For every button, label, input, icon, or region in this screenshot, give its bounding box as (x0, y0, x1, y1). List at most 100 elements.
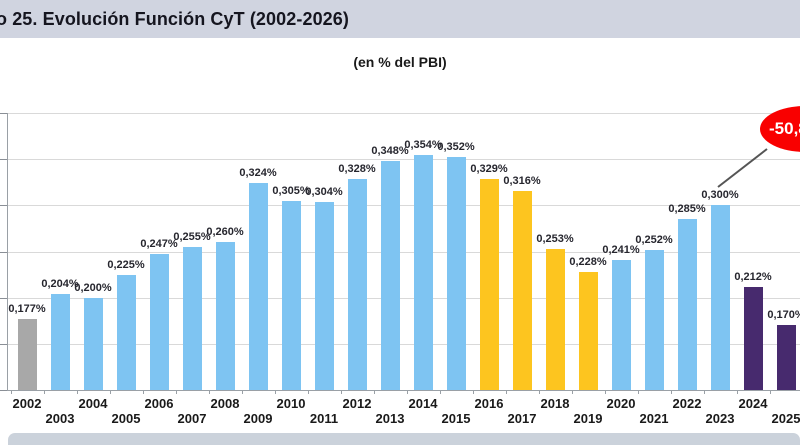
x-axis-label-2006: 2006 (144, 396, 174, 411)
x-axis-label-2009: 2009 (243, 411, 273, 426)
y-axis-tick (0, 298, 7, 299)
x-axis-label-2004: 2004 (78, 396, 108, 411)
y-axis-tick (0, 344, 7, 345)
x-axis-label-2003: 2003 (45, 411, 75, 426)
x-axis-tick (439, 390, 441, 394)
gridline (7, 205, 800, 206)
x-axis-tick (340, 390, 342, 394)
bar-2004 (83, 298, 103, 390)
bar-value-label: 0,247% (140, 238, 178, 250)
bar-value-label: 0,200% (74, 282, 112, 294)
x-axis-label-2011: 2011 (309, 411, 339, 426)
bar-value-label: 0,225% (107, 259, 145, 271)
x-axis-label-2018: 2018 (540, 396, 570, 411)
x-axis-tick (505, 390, 507, 394)
annotation-text: -50,8 (769, 119, 800, 138)
figure-title-bar: o 25. Evolución Función CyT (2002-2026) (0, 0, 800, 38)
x-axis-label-2007: 2007 (177, 411, 207, 426)
gridline (7, 298, 800, 299)
x-axis-label-2022: 2022 (672, 396, 702, 411)
chart-subtitle: (en % del PBI) (353, 54, 447, 70)
bar-value-label: 0,260% (206, 226, 244, 238)
x-axis-label-2002: 2002 (12, 396, 42, 411)
bar-2015 (446, 157, 466, 390)
x-axis-tick (637, 390, 639, 394)
bar-value-label: 0,316% (503, 175, 541, 187)
x-axis-tick (769, 390, 771, 394)
x-axis-label-2014: 2014 (408, 396, 438, 411)
bar-2007 (182, 247, 202, 390)
bar-value-label: 0,329% (470, 163, 508, 175)
bar-2022 (677, 219, 697, 390)
bar-2019 (578, 272, 598, 390)
bar-2006 (149, 254, 169, 390)
bar-value-label: 0,253% (536, 233, 574, 245)
x-axis-tick (76, 390, 78, 394)
x-axis-tick (175, 390, 177, 394)
y-axis-line (7, 113, 8, 390)
x-axis-tick (274, 390, 276, 394)
bar-2021 (644, 250, 664, 390)
x-axis-tick (604, 390, 606, 394)
bar-2005 (116, 275, 136, 390)
bar-2009 (248, 183, 268, 390)
bar-2024 (743, 287, 763, 390)
x-axis-tick (10, 390, 12, 394)
x-axis-label-2010: 2010 (276, 396, 306, 411)
x-axis-label-2023: 2023 (705, 411, 735, 426)
bar-value-label: 0,204% (41, 278, 79, 290)
bar-value-label: 0,241% (602, 244, 640, 256)
bar-value-label: 0,352% (437, 141, 475, 153)
x-axis-line (7, 390, 800, 391)
x-axis-tick (472, 390, 474, 394)
bar-2025 (776, 325, 796, 390)
bar-value-label: 0,324% (239, 167, 277, 179)
x-axis-tick (703, 390, 705, 394)
x-axis-label-2012: 2012 (342, 396, 372, 411)
gridline (7, 344, 800, 345)
x-axis-tick (241, 390, 243, 394)
x-axis-label-2025: 2025 (771, 411, 800, 426)
bar-2020 (611, 260, 631, 390)
y-axis-tick (0, 252, 7, 253)
bar-2002 (17, 319, 37, 390)
bar-2013 (380, 161, 400, 390)
bar-value-label: 0,354% (404, 139, 442, 151)
bar-value-label: 0,255% (173, 231, 211, 243)
x-axis-label-2024: 2024 (738, 396, 768, 411)
x-axis-tick (109, 390, 111, 394)
x-axis-tick (43, 390, 45, 394)
x-axis-tick (373, 390, 375, 394)
y-axis-tick (0, 205, 7, 206)
x-axis-label-2019: 2019 (573, 411, 603, 426)
gridline (7, 113, 800, 114)
x-axis-tick (307, 390, 309, 394)
bar-value-label: 0,285% (668, 203, 706, 215)
bar-2016 (479, 179, 499, 390)
bar-value-label: 0,212% (734, 271, 772, 283)
bar-2011 (314, 202, 334, 390)
x-axis-tick (571, 390, 573, 394)
x-axis-label-2013: 2013 (375, 411, 405, 426)
bar-2010 (281, 201, 301, 390)
x-axis-label-2020: 2020 (606, 396, 636, 411)
y-axis-tick (0, 390, 7, 391)
bar-value-label: 0,300% (701, 189, 739, 201)
bar-2008 (215, 242, 235, 390)
bar-2003 (50, 294, 70, 390)
x-axis-tick (406, 390, 408, 394)
bar-2023 (710, 205, 730, 390)
x-axis-tick (736, 390, 738, 394)
x-axis-label-2017: 2017 (507, 411, 537, 426)
x-axis-label-2021: 2021 (639, 411, 669, 426)
bar-value-label: 0,348% (371, 145, 409, 157)
bar-value-label: 0,305% (272, 185, 310, 197)
x-axis-label-2008: 2008 (210, 396, 240, 411)
x-axis-tick (142, 390, 144, 394)
bottom-panel-edge (8, 433, 800, 445)
bar-value-label: 0,328% (338, 163, 376, 175)
bar-value-label: 0,304% (305, 186, 343, 198)
x-axis-tick (208, 390, 210, 394)
x-axis-label-2005: 2005 (111, 411, 141, 426)
